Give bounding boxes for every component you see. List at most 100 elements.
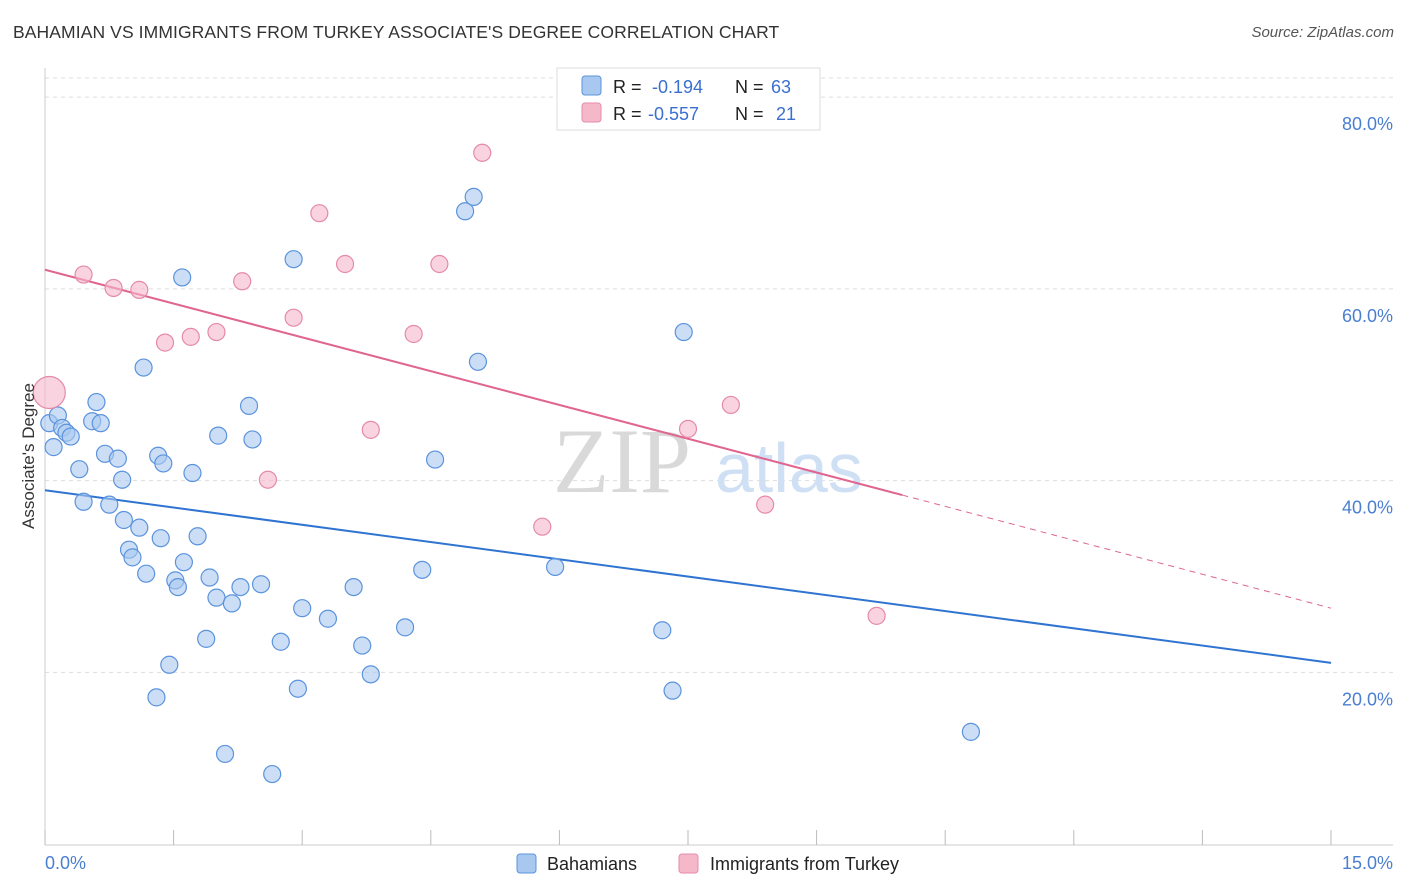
bahamians-point-51	[395, 618, 415, 637]
bahamians-point-31	[188, 527, 207, 546]
bahamians-point-49	[353, 636, 372, 655]
turkey-point-19	[756, 495, 775, 514]
bahamians-point-38	[231, 577, 250, 597]
bahamians-point-15	[114, 510, 133, 530]
turkey-point-11	[335, 254, 355, 274]
bahamians-point-57	[546, 557, 565, 577]
bahamians-point-43	[271, 632, 290, 651]
y-axis-label: Associate's Degree	[19, 383, 38, 529]
bottom-legend-turkey: Immigrants from Turkey	[710, 854, 899, 874]
bahamians-point-34	[207, 588, 226, 607]
y-tick-label-20: 20.0%	[1342, 689, 1393, 709]
legend-r-value-2: -0.557	[648, 104, 699, 124]
legend-r-value-1: -0.194	[652, 77, 703, 97]
bahamians-point-5	[61, 427, 80, 446]
bahamians-point-33	[200, 568, 219, 587]
y-tick-label-80: 80.0%	[1342, 114, 1393, 134]
bottom-legend: Bahamians Immigrants from Turkey	[516, 853, 899, 874]
turkey-point-7	[233, 272, 252, 291]
series-bahamians	[40, 187, 981, 784]
legend-swatch-bahamians	[581, 75, 602, 96]
bahamians-point-47	[318, 609, 338, 628]
bahamians-point-7	[74, 492, 93, 511]
bahamians-point-56	[468, 352, 488, 371]
turkey-point-6	[207, 322, 226, 342]
legend-box: R = -0.194 N = 63 R = -0.557 N = 21	[556, 67, 821, 131]
bahamians-point-19	[134, 358, 153, 377]
bahamians-point-59	[663, 681, 682, 700]
turkey-point-14	[430, 254, 449, 274]
turkey-point-10	[310, 204, 329, 223]
turkey-point-3	[130, 280, 149, 299]
trend-lines	[44, 268, 1332, 664]
watermark-zip: ZIP	[553, 410, 691, 512]
bahamians-point-61	[961, 722, 981, 741]
turkey-point-15	[473, 143, 492, 162]
legend-n-label-2: N =	[735, 104, 764, 124]
legend-n-value-1: 63	[771, 77, 791, 97]
bahamians-point-58	[653, 621, 672, 640]
legend-swatch-turkey	[581, 102, 602, 123]
turkey-point-20	[867, 606, 886, 625]
trend-line-turkey	[44, 268, 903, 497]
bahamians-point-35	[209, 426, 228, 445]
bahamians-point-32	[197, 629, 216, 648]
bahamians-point-23	[151, 529, 170, 548]
bahamians-point-40	[243, 430, 262, 449]
legend-r-label-1: R =	[613, 77, 642, 97]
turkey-point-17	[678, 419, 698, 439]
bahamians-point-10	[91, 414, 110, 433]
turkey-point-4	[155, 333, 175, 352]
bottom-legend-swatch-bahamians	[516, 853, 537, 874]
bahamians-point-29	[174, 553, 193, 572]
bahamians-point-18	[130, 518, 149, 537]
turkey-point-1	[74, 265, 93, 284]
turkey-point-9	[284, 308, 303, 327]
series-turkey	[32, 143, 886, 625]
turkey-point-13	[404, 324, 423, 344]
bahamians-point-9	[87, 392, 106, 412]
bahamians-point-39	[239, 396, 259, 415]
bahamians-point-36	[215, 744, 235, 764]
bottom-legend-swatch-turkey	[678, 853, 699, 874]
bahamians-point-30	[183, 463, 202, 483]
bahamians-point-41	[251, 575, 271, 594]
bahamians-point-21	[147, 688, 166, 707]
watermark-atlas: atlas	[715, 429, 863, 507]
bahamians-point-28	[173, 268, 192, 287]
bahamians-point-46	[293, 599, 312, 618]
bahamians-point-24	[154, 454, 173, 473]
bahamians-point-53	[425, 450, 445, 469]
bahamians-point-17	[123, 548, 142, 567]
turkey-point-0	[32, 375, 66, 410]
bahamians-point-6	[70, 460, 89, 479]
bahamians-point-54	[455, 202, 475, 221]
bahamians-point-48	[344, 577, 363, 597]
x-tick-label-15: 15.0%	[1342, 853, 1393, 873]
bahamians-point-55	[464, 187, 483, 206]
turkey-point-16	[533, 517, 552, 536]
bahamians-point-14	[113, 470, 132, 489]
bahamians-point-52	[413, 560, 432, 579]
turkey-point-8	[258, 470, 278, 489]
bahamians-point-25	[160, 655, 179, 674]
axes-layer: 20.0% 40.0% 60.0% 80.0% 0.0% 15.0%	[44, 68, 1393, 873]
turkey-point-12	[361, 420, 380, 439]
watermark: ZIP atlas	[553, 410, 863, 512]
bahamians-point-27	[168, 577, 187, 597]
legend-n-value-2: 21	[776, 104, 796, 124]
bahamians-point-20	[137, 564, 156, 583]
bahamians-point-60	[674, 322, 693, 342]
turkey-point-2	[104, 278, 123, 298]
bahamians-point-37	[222, 594, 241, 613]
chart-title: BAHAMIAN VS IMMIGRANTS FROM TURKEY ASSOC…	[13, 22, 780, 42]
turkey-point-5	[181, 327, 200, 346]
turkey-point-18	[721, 395, 740, 415]
bahamians-point-1	[44, 438, 63, 457]
x-tick-label-0: 0.0%	[45, 853, 86, 873]
bahamians-point-45	[288, 679, 308, 698]
trend-line-turkey-extension	[902, 494, 1332, 609]
trend-line-bahamians	[44, 489, 1332, 664]
bahamians-point-50	[361, 665, 380, 684]
